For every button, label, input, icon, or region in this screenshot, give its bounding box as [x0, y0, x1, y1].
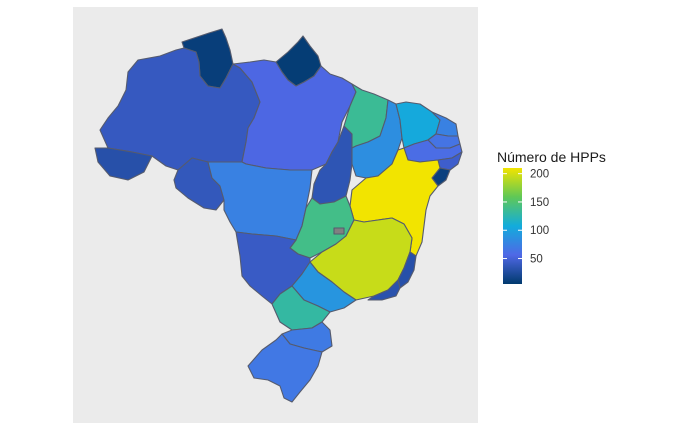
- state-pr: [271, 285, 331, 331]
- legend-tick-label: 200: [530, 169, 549, 181]
- state-rs: [247, 333, 323, 403]
- state-ro: [173, 157, 225, 211]
- legend-colorbar: [503, 168, 522, 284]
- state-ac: [94, 147, 153, 181]
- legend-tick-label: 100: [530, 225, 549, 237]
- state-df: [333, 227, 345, 235]
- state-rj: [367, 279, 401, 301]
- legend-ticks: 50 100 150 200: [503, 169, 549, 266]
- legend: Número de HPPs 50 100 150 200: [497, 149, 606, 284]
- legend-title: Número de HPPs: [497, 149, 606, 165]
- legend-tick-label: 50: [530, 254, 543, 266]
- state-pa: [232, 59, 357, 171]
- legend-tick-label: 150: [530, 197, 549, 209]
- brazil-map: [94, 28, 463, 403]
